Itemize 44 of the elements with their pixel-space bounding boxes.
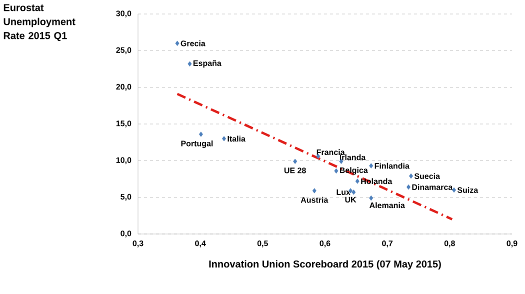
annotation: UK [345, 196, 356, 203]
x-tick-label: 0,5 [257, 240, 268, 248]
annotation: Lux [336, 189, 350, 195]
annotation: Dinamarca [412, 184, 453, 190]
x-tick-label: 0,3 [132, 240, 144, 248]
point [175, 40, 180, 46]
x-tick-label: 0,8 [444, 240, 455, 248]
annotation: Suiza [457, 187, 478, 193]
y-tick-label: 20,0 [116, 84, 132, 91]
x-tick-label: 0,9 [506, 240, 518, 248]
point [293, 158, 298, 164]
point [409, 173, 414, 179]
annotation: Grecia [180, 40, 206, 46]
annotation: Italia [228, 136, 246, 142]
annotation: UE 28 [284, 168, 306, 174]
annotation: Portugal [181, 140, 213, 148]
y-tick-label: 10,0 [116, 157, 132, 164]
y-tick-label: 30,0 [116, 10, 132, 18]
point [188, 61, 192, 66]
y-tick-label: 0,0 [120, 230, 132, 238]
x-axis-title: Innovation Union Scoreboard 2015 (07 May 2015) [209, 260, 441, 270]
point [406, 184, 411, 190]
y-axis-title: Eurostat Unemployment Rate 2015 Q1 [4, 4, 76, 42]
point [355, 178, 360, 184]
point [198, 132, 203, 137]
annotation: Alemania [370, 202, 405, 208]
x-tick-label: 0,4 [195, 240, 206, 248]
annotation: Irlanda [340, 154, 366, 160]
annotation: Austria [300, 196, 328, 203]
x-tick-label: 0,6 [320, 240, 330, 248]
point [222, 136, 226, 142]
y-tick-label: 25,0 [116, 47, 132, 54]
annotation: Francia [316, 149, 345, 156]
point [334, 168, 338, 174]
annotation: Finlandia [374, 162, 410, 169]
annotation: Suecia [414, 173, 440, 179]
y-tick-label: 5,0 [120, 194, 132, 201]
x-tick-label: 0,7 [382, 240, 393, 248]
point [352, 190, 356, 195]
point [312, 188, 316, 194]
point [369, 163, 374, 168]
y-tick-label: 15,0 [116, 120, 132, 128]
annotation: España [193, 60, 222, 68]
point [369, 195, 374, 201]
